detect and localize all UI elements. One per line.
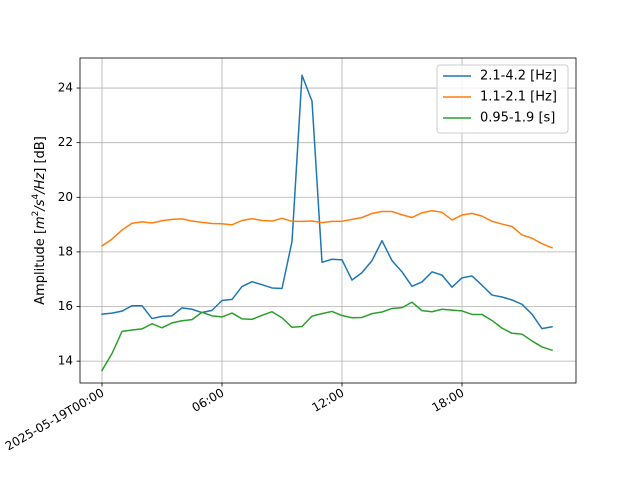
y-tick-label: 24 <box>58 81 73 95</box>
legend-label-series-1: 2.1-4.2 [Hz] <box>480 69 557 84</box>
legend-label-series-2: 1.1-2.1 [Hz] <box>480 90 557 105</box>
y-tick-label: 18 <box>58 244 73 258</box>
series-line-3 <box>100 301 553 372</box>
series-lines <box>100 74 553 372</box>
axes-frame <box>79 57 577 384</box>
legend: 2.1-4.2 [Hz] 1.1-2.1 [Hz] 0.95-1.9 [s] <box>436 64 569 134</box>
y-tick-label: 22 <box>58 135 73 149</box>
legend-label-series-3: 0.95-1.9 [s] <box>480 111 555 126</box>
y-axis-label: Amplitude [m2/s4/Hz] [dB] <box>31 136 48 305</box>
y-tick-label: 14 <box>58 354 73 368</box>
y-tick-label: 16 <box>58 299 73 313</box>
legend-box <box>436 64 569 134</box>
series-line-1 <box>101 74 553 330</box>
y-axis-ticks: 14 16 18 20 22 24 <box>58 81 80 368</box>
y-tick-label: 20 <box>58 190 73 204</box>
series-line-2 <box>100 209 553 249</box>
